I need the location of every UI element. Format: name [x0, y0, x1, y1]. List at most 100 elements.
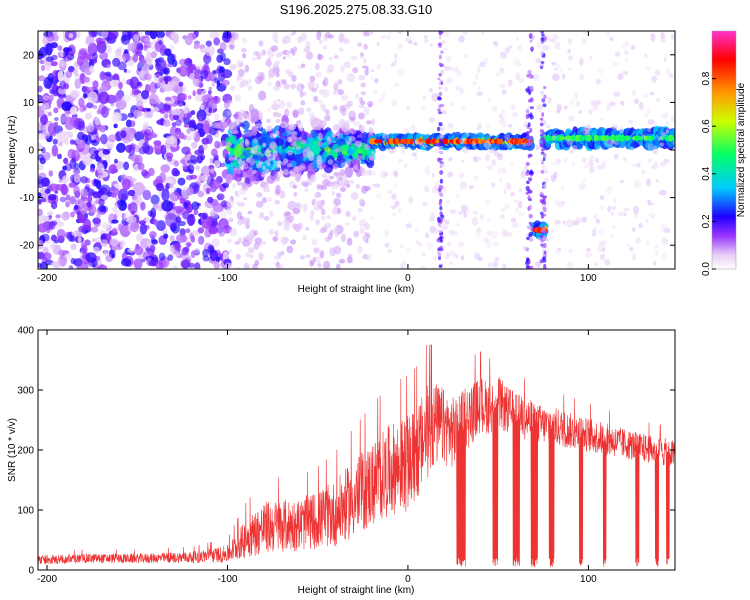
spectrogram-faint-cell	[612, 198, 618, 204]
spectrogram-faint-cell	[568, 248, 573, 253]
snr-background	[38, 330, 675, 570]
spectrogram-noise-cell	[155, 260, 164, 269]
spectrogram-noise-cell	[170, 146, 176, 153]
spectrogram-faint-cell	[320, 215, 326, 221]
spectrogram-streak-cell	[541, 169, 545, 175]
spectrogram-faint-cell	[364, 222, 370, 230]
spectrogram-noise-cell	[59, 61, 66, 68]
spectrogram-faint-cell	[491, 147, 497, 154]
spectrogram-noise-cell	[105, 254, 114, 263]
spectrogram-noise-cell	[165, 213, 178, 228]
spectrogram-faint-cell	[411, 124, 416, 132]
spectrogram-faint-cell	[358, 75, 365, 81]
spectrogram-noise-cell	[210, 212, 219, 219]
spectrogram-faint-cell	[620, 101, 625, 106]
spectrogram-faint-cell	[364, 32, 370, 37]
spectrogram-faint-cell	[648, 158, 652, 164]
spectrogram-noise-cell	[47, 211, 53, 216]
spectrogram-faint-cell	[553, 35, 559, 41]
spectrogram-faint-cell	[422, 144, 428, 149]
spectrogram-faint-cell	[431, 185, 439, 194]
spectrogram-faint-cell	[546, 35, 551, 42]
spectrogram-faint-cell	[623, 207, 630, 213]
spectrogram-faint-cell	[646, 108, 652, 115]
spectrogram-noise-cell	[93, 217, 101, 228]
spectrogram-faint-cell	[311, 238, 318, 246]
spectrogram-faint-cell	[280, 250, 285, 256]
spectrogram-faint-cell	[585, 129, 590, 136]
spectrogram-faint-cell	[321, 173, 327, 179]
spectrogram-noise-cell	[177, 67, 182, 74]
spectrogram-faint-cell	[655, 69, 660, 73]
spectrogram-faint-cell	[370, 118, 376, 125]
spectrogram-noise-cell	[221, 79, 230, 86]
spectrogram-faint-cell	[663, 57, 667, 62]
spectrogram-faint-cell	[298, 107, 305, 115]
spectrogram-faint-cell	[502, 229, 508, 237]
spectrogram-faint-cell	[458, 211, 463, 215]
spectrogram-noise-cell	[217, 48, 224, 54]
spectrogram-noise-cell	[217, 224, 226, 237]
spectrogram-noise-cell	[137, 162, 145, 171]
spectrogram-line-core	[664, 134, 670, 142]
spectrogram-noise-cell	[172, 59, 178, 68]
spectrogram-faint-cell	[568, 37, 572, 43]
spectrogram-faint-cell	[429, 43, 433, 47]
colorbar-tick-label: 0.0	[701, 262, 712, 276]
spectrogram-faint-cell	[314, 219, 320, 226]
snr-frame	[37, 329, 676, 571]
spectrogram-faint-cell	[346, 159, 352, 166]
spectrogram-faint-cell	[595, 78, 601, 85]
spectrogram-faint-cell	[663, 158, 670, 164]
spectrogram-faint-cell	[340, 187, 347, 192]
spectrogram-faint-cell	[449, 102, 453, 106]
spectrogram-noise-cell	[71, 156, 77, 163]
spectrogram-noise-cell	[112, 191, 116, 198]
spectrogram-streak-cell	[525, 247, 529, 252]
spectrogram-faint-cell	[229, 227, 238, 237]
spectrogram-noise-cell	[113, 123, 118, 129]
spectrogram-noise-cell	[100, 133, 108, 145]
spectrogram-faint-cell	[313, 193, 319, 200]
spectrogram-faint-cell	[384, 172, 389, 176]
spectrogram-streak-cell	[438, 264, 443, 268]
spectrogram-noise-cell	[98, 259, 103, 266]
spectrogram-faint-cell	[665, 121, 671, 126]
spectrogram-faint-cell	[568, 115, 575, 122]
spectrogram-noise-cell	[193, 209, 199, 216]
spectrogram-noise-cell	[51, 144, 59, 157]
spectrogram-noise-cell	[129, 221, 139, 233]
spectrogram-noise-cell	[38, 199, 42, 204]
spectrogram-noise-cell	[210, 168, 215, 174]
spectrogram-noise-cell	[169, 191, 180, 202]
spectrogram-faint-cell	[665, 128, 670, 134]
spectrogram-noise-cell	[57, 153, 62, 160]
spectrogram-streak-cell	[438, 184, 444, 190]
spectrogram-faint-cell	[369, 155, 375, 161]
spectrogram-noise-cell	[185, 228, 191, 234]
spectrogram-faint-cell	[484, 140, 492, 150]
spectrogram-faint-cell	[428, 87, 433, 93]
spectrogram-faint-cell	[447, 171, 454, 178]
spectrogram-faint-cell	[471, 216, 479, 226]
spectrogram-noise-cell	[186, 159, 194, 164]
spectrogram-faint-cell	[593, 101, 600, 108]
spectrogram-faint-cell	[255, 200, 264, 208]
spectrogram-noise-cell	[113, 112, 123, 122]
spectrogram-faint-cell	[372, 89, 378, 94]
spectrogram-noise-cell	[59, 80, 67, 90]
spectrogram-faint-cell	[273, 111, 280, 118]
spectrogram-streak-cell	[542, 103, 547, 108]
spectrogram-faint-cell	[462, 31, 468, 36]
spectrogram-noise-cell	[61, 101, 72, 111]
spectrogram-faint-cell	[250, 146, 258, 154]
spectrogram-faint-cell	[247, 85, 253, 92]
spectrogram-faint-cell	[624, 50, 629, 56]
spectrogram-faint-cell	[245, 222, 250, 230]
spectrogram-faint-cell	[536, 105, 540, 110]
spectrogram-faint-cell	[340, 64, 345, 74]
spectrogram-faint-cell	[341, 94, 348, 101]
spectrogram-faint-cell	[428, 117, 436, 123]
spectrogram-faint-cell	[391, 193, 397, 199]
